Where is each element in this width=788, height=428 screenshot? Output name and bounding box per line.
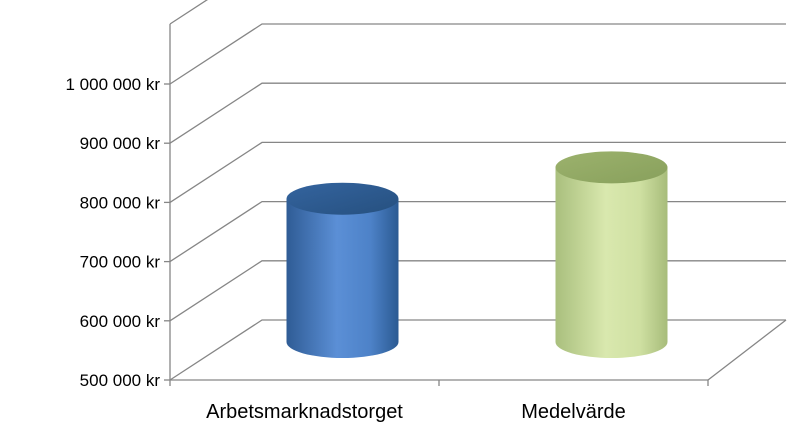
x-tick-label: Arbetsmarknadstorget <box>206 401 403 423</box>
y-tick-label: 600 000 kr <box>80 312 161 331</box>
gridline <box>169 141 786 203</box>
y-tick-label: 1 000 000 kr <box>65 75 160 94</box>
floor-edge <box>707 319 787 381</box>
bar-top <box>286 182 399 215</box>
bar <box>555 151 668 358</box>
x-tick-label: Medelvärde <box>521 401 626 423</box>
gridline <box>169 82 786 144</box>
y-tick-label: 900 000 kr <box>80 134 161 153</box>
gridline <box>169 319 786 381</box>
y-tick-label: 700 000 kr <box>80 253 161 272</box>
y-tick-label: 800 000 kr <box>80 193 161 212</box>
gridline <box>169 23 786 85</box>
y-tick-label: 500 000 kr <box>80 371 161 390</box>
bar-body <box>555 167 668 358</box>
gridline <box>169 260 786 322</box>
gridline <box>169 0 208 25</box>
bar-top <box>555 151 668 184</box>
bar-body <box>286 198 399 358</box>
bar <box>286 182 399 358</box>
gridline <box>169 200 786 263</box>
